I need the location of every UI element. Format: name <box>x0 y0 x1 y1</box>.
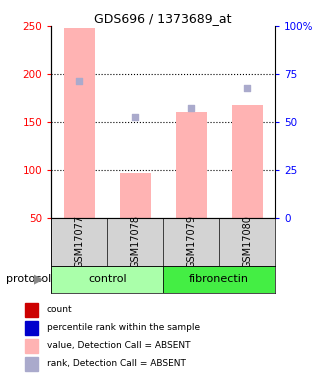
Bar <box>51 266 163 292</box>
Text: count: count <box>47 305 72 314</box>
Title: GDS696 / 1373689_at: GDS696 / 1373689_at <box>94 12 232 25</box>
Bar <box>232 105 263 218</box>
Bar <box>163 266 275 292</box>
Text: GSM17077: GSM17077 <box>74 215 84 268</box>
Bar <box>25 357 37 370</box>
Text: GSM17080: GSM17080 <box>242 215 252 268</box>
Bar <box>25 339 37 352</box>
Bar <box>25 321 37 334</box>
Text: protocol: protocol <box>6 274 52 284</box>
Bar <box>64 28 95 218</box>
Point <box>245 86 250 92</box>
Bar <box>120 172 151 217</box>
Text: ▶: ▶ <box>34 273 43 286</box>
Point <box>189 105 194 111</box>
Text: rank, Detection Call = ABSENT: rank, Detection Call = ABSENT <box>47 359 186 368</box>
Text: fibronectin: fibronectin <box>189 274 249 284</box>
Bar <box>176 112 207 218</box>
Text: value, Detection Call = ABSENT: value, Detection Call = ABSENT <box>47 341 190 350</box>
Point <box>77 78 82 84</box>
Text: GSM17079: GSM17079 <box>186 215 196 268</box>
Bar <box>25 303 37 316</box>
Text: control: control <box>88 274 126 284</box>
Text: percentile rank within the sample: percentile rank within the sample <box>47 323 200 332</box>
Point <box>133 114 138 120</box>
Text: GSM17078: GSM17078 <box>130 215 140 268</box>
